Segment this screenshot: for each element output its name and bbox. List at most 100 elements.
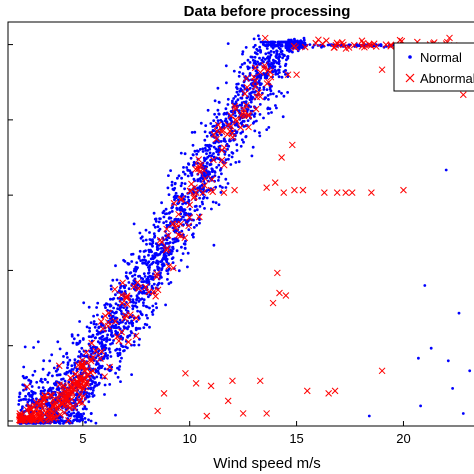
normal-point bbox=[203, 146, 207, 150]
normal-point bbox=[148, 250, 151, 254]
normal-point bbox=[217, 112, 221, 116]
normal-point bbox=[126, 346, 129, 350]
normal-point bbox=[222, 112, 226, 116]
normal-point bbox=[54, 393, 58, 397]
normal-point bbox=[165, 238, 169, 242]
abnormal-point bbox=[72, 370, 79, 378]
normal-point bbox=[177, 174, 181, 178]
normal-point bbox=[201, 202, 205, 206]
normal-point bbox=[208, 147, 212, 151]
abnormal-point bbox=[301, 43, 309, 51]
normal-point bbox=[101, 330, 104, 334]
abnormal-point bbox=[30, 409, 38, 417]
abnormal-point bbox=[271, 179, 279, 186]
normal-point bbox=[255, 119, 258, 123]
normal-point bbox=[271, 92, 275, 96]
normal-point bbox=[160, 201, 164, 205]
normal-point bbox=[230, 155, 234, 159]
normal-point bbox=[278, 55, 282, 59]
normal-point bbox=[219, 140, 223, 143]
abnormal-point bbox=[207, 382, 215, 390]
abnormal-point bbox=[97, 355, 104, 362]
normal-point bbox=[267, 59, 271, 63]
normal-point bbox=[145, 313, 148, 317]
normal-point bbox=[116, 307, 119, 311]
normal-point bbox=[36, 340, 40, 344]
normal-point bbox=[87, 395, 91, 398]
normal-point bbox=[192, 161, 196, 165]
normal-point bbox=[102, 338, 106, 342]
normal-point bbox=[114, 413, 117, 417]
x-tick-label: 15 bbox=[289, 431, 303, 446]
normal-point bbox=[267, 126, 271, 129]
normal-point bbox=[239, 144, 243, 148]
normal-point bbox=[112, 325, 116, 328]
abnormal-point bbox=[446, 34, 453, 42]
normal-point bbox=[172, 195, 176, 199]
normal-point bbox=[147, 295, 150, 299]
normal-point bbox=[258, 56, 261, 60]
normal-point bbox=[123, 326, 126, 330]
legend-normal-label: Normal bbox=[420, 50, 462, 65]
normal-point bbox=[52, 366, 56, 370]
normal-point bbox=[94, 363, 98, 366]
normal-point bbox=[117, 368, 121, 371]
abnormal-point bbox=[125, 338, 132, 346]
abnormal-point bbox=[333, 189, 341, 196]
normal-point bbox=[126, 277, 130, 280]
normal-point bbox=[151, 240, 155, 244]
normal-point bbox=[96, 332, 100, 336]
normal-point bbox=[213, 170, 217, 173]
normal-point bbox=[68, 358, 72, 362]
abnormal-point bbox=[378, 367, 386, 375]
normal-point bbox=[114, 264, 117, 268]
normal-point bbox=[280, 44, 283, 48]
normal-point bbox=[253, 55, 257, 59]
normal-point bbox=[258, 62, 262, 65]
abnormal-point bbox=[122, 293, 130, 301]
abnormal-point bbox=[186, 187, 194, 195]
normal-point bbox=[139, 312, 143, 316]
normal-point bbox=[132, 301, 136, 304]
normal-point bbox=[144, 228, 148, 232]
normal-point bbox=[165, 223, 169, 227]
normal-point bbox=[154, 252, 158, 255]
normal-point bbox=[87, 392, 91, 395]
abnormal-point bbox=[263, 184, 271, 191]
normal-point bbox=[118, 281, 121, 285]
normal-point bbox=[181, 202, 185, 206]
abnormal-point bbox=[325, 390, 332, 397]
normal-point bbox=[154, 302, 158, 305]
normal-point bbox=[114, 311, 118, 314]
normal-point bbox=[147, 268, 151, 272]
normal-point bbox=[157, 253, 160, 257]
normal-point bbox=[48, 359, 52, 363]
normal-point bbox=[262, 88, 266, 91]
normal-point bbox=[220, 133, 223, 137]
normal-point bbox=[130, 319, 134, 323]
normal-point bbox=[73, 363, 77, 367]
normal-point bbox=[152, 232, 156, 236]
normal-point bbox=[96, 362, 100, 366]
normal-point bbox=[285, 58, 288, 62]
normal-point bbox=[142, 298, 146, 302]
normal-point bbox=[236, 82, 240, 86]
normal-point bbox=[27, 398, 31, 402]
abnormal-point bbox=[97, 318, 105, 325]
normal-point bbox=[148, 266, 151, 269]
normal-point bbox=[188, 213, 192, 217]
normal-point bbox=[167, 174, 170, 178]
abnormal-point bbox=[118, 299, 126, 307]
normal-point bbox=[285, 40, 289, 44]
abnormal-point bbox=[321, 189, 328, 196]
normal-point bbox=[166, 272, 170, 275]
normal-point bbox=[271, 40, 275, 44]
abnormal-point bbox=[185, 222, 192, 230]
normal-point bbox=[142, 304, 145, 307]
x-ticks: 5 10 15 20 bbox=[79, 421, 411, 446]
normal-point bbox=[205, 152, 208, 156]
normal-point bbox=[201, 147, 205, 151]
normal-point bbox=[232, 97, 236, 100]
abnormal-point bbox=[201, 182, 208, 189]
normal-point bbox=[89, 419, 93, 423]
